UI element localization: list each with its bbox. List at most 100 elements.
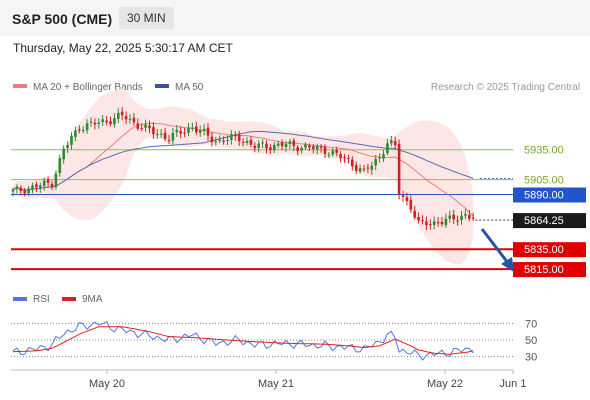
candle (226, 135, 229, 145)
candle (187, 123, 190, 137)
candle-body (237, 134, 241, 142)
candle (390, 135, 393, 147)
header-bar: S&P 500 (CME) 30 MIN (0, 0, 590, 36)
level-label-box-support (513, 242, 586, 258)
candle-body (452, 214, 455, 220)
candle-body (93, 122, 97, 125)
candle (42, 177, 46, 191)
candle-body (331, 150, 335, 155)
candle-body (308, 145, 311, 148)
level-label-resistance: 5935.00 (524, 145, 564, 157)
candle (15, 184, 19, 194)
candle (413, 206, 416, 220)
candle (425, 216, 428, 231)
candle-body (354, 165, 358, 171)
candle-body (253, 145, 257, 149)
candle (366, 163, 370, 174)
candle (97, 118, 101, 129)
candle-body (436, 222, 440, 224)
level-label-support: 5835.00 (524, 244, 564, 256)
candle-body (226, 139, 229, 141)
candle (327, 151, 331, 159)
instrument-title: S&P 500 (CME) (12, 11, 113, 27)
candle (405, 192, 409, 206)
candle-body (440, 221, 444, 225)
candle-body (265, 143, 268, 149)
candle (397, 139, 401, 200)
candle-body (339, 154, 342, 159)
candle (183, 127, 186, 138)
candle-body (31, 185, 34, 190)
candle-body (81, 129, 85, 132)
candle (382, 149, 385, 162)
rsi-tick-label: 50 (525, 335, 537, 347)
candle-body (183, 132, 186, 134)
candle (191, 122, 194, 132)
candle (265, 140, 268, 153)
timeframe-badge[interactable]: 30 MIN (119, 7, 174, 29)
candle (74, 126, 77, 142)
candle (315, 143, 319, 155)
candle-body (401, 195, 405, 197)
candle (452, 209, 455, 225)
candle (312, 144, 315, 154)
candle-body (382, 154, 385, 159)
candle (230, 130, 233, 145)
candle-body (413, 210, 416, 218)
candle-body (444, 218, 448, 226)
candle-body (78, 129, 81, 131)
candle (124, 111, 128, 125)
candle (280, 139, 284, 150)
candle-body (351, 159, 354, 167)
candle-body (460, 215, 463, 221)
candle-body (405, 197, 409, 202)
bollinger-band-area (13, 88, 474, 265)
candle-body (58, 158, 62, 174)
candle-body (218, 139, 221, 141)
candle (386, 139, 389, 156)
ma50-line (12, 131, 474, 191)
level-labels: 5935.00 5905.00 5890.00 5835.00 5815.00 5864.… (513, 145, 586, 278)
candle (234, 131, 237, 141)
candle (409, 195, 413, 214)
candle (93, 118, 97, 130)
candle-body (15, 186, 19, 189)
ma50-legend-label: MA 50 (175, 82, 204, 93)
candle-body (276, 143, 280, 146)
candle (46, 176, 50, 187)
candle-body (362, 168, 366, 170)
x-tick-label: May 20 (89, 378, 125, 390)
credit-text: Research © 2025 Trading Central (431, 82, 580, 93)
candle (444, 213, 448, 229)
candle (378, 153, 381, 163)
candle-body (429, 224, 432, 226)
ma20-legend-swatch (13, 84, 27, 88)
candle-body (358, 168, 362, 172)
candle (62, 145, 65, 164)
candle-body (159, 133, 163, 135)
candle-body (284, 143, 288, 147)
candle-body (202, 128, 206, 131)
candle (456, 215, 459, 226)
level-label-box-support (513, 262, 586, 278)
candle-body (46, 179, 50, 183)
candle (120, 107, 124, 121)
candle-body (167, 139, 171, 141)
candle-body (132, 117, 136, 123)
candle (140, 123, 143, 132)
candle-body (335, 149, 338, 153)
candle-body (241, 141, 245, 143)
candle (374, 155, 377, 171)
candle (132, 112, 136, 126)
candle-body (179, 131, 182, 134)
candle-body (323, 146, 327, 155)
candle (109, 116, 112, 127)
candle (417, 212, 420, 224)
candle (39, 182, 42, 193)
candle (163, 127, 167, 142)
candle-body (89, 121, 93, 123)
candle-body (390, 140, 393, 144)
candle (393, 136, 397, 150)
candle-body (343, 157, 346, 159)
